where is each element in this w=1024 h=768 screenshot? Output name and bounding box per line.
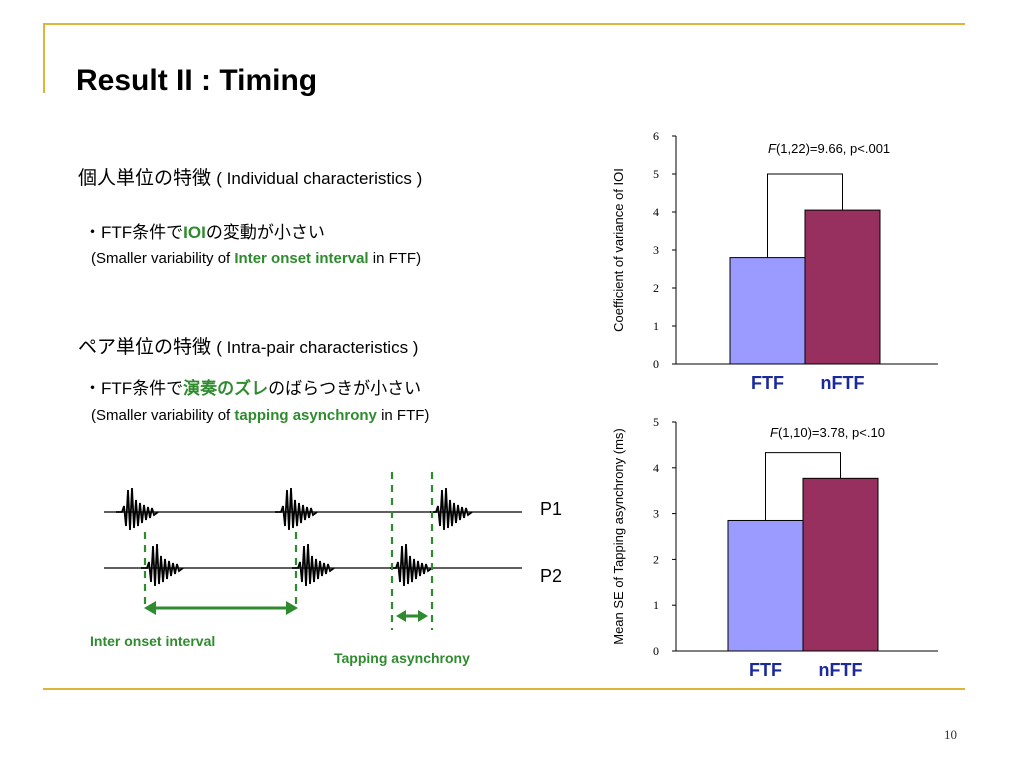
- p2-tap-1: [141, 543, 184, 587]
- section2-sub-suffix: in FTF): [376, 407, 430, 424]
- section2-bullet-suffix: のばらつきが小さい: [268, 379, 422, 398]
- page-number: 10: [944, 727, 957, 742]
- p2-tap-3: [390, 543, 433, 587]
- section2-heading-jp: ペア単位の特徴: [78, 337, 212, 358]
- y-tick-label: 4: [653, 205, 659, 219]
- section1-bullet-highlight: IOI: [183, 223, 206, 242]
- x-label-ftf: FTF: [749, 660, 782, 680]
- section1-heading-en: ( Individual characteristics ): [216, 169, 423, 188]
- chart2-significance-bracket: [765, 452, 841, 521]
- section1-bullet-suffix: の変動が小さい: [205, 223, 325, 242]
- y-tick-label: 2: [653, 552, 659, 566]
- p1-tap-3: [430, 487, 473, 531]
- p1-label: P1: [540, 499, 563, 519]
- bar-nftf: [804, 209, 881, 365]
- y-tick-label: 2: [653, 281, 659, 295]
- section1-bullet: ・FTF条件でIOIの変動が小さい: [84, 218, 325, 243]
- section2-heading-en: ( Intra-pair characteristics ): [216, 338, 419, 357]
- x-label-nftf: nFTF: [819, 660, 863, 680]
- section1-bullet-prefix: ・FTF条件で: [84, 223, 184, 242]
- significance-line: [765, 452, 841, 521]
- chart1-significance-bracket: [767, 173, 843, 258]
- slide-title: Result II : Timing: [76, 64, 318, 97]
- section2-sub-prefix: (Smaller variability of: [91, 407, 235, 424]
- p2-label: P2: [540, 566, 563, 586]
- chart-ioi-variance: 0 1 2 3 4 5 6 Coefficient of variance of IOI F…: [611, 129, 938, 393]
- section2-bullet-highlight: 演奏のズレ: [183, 379, 269, 398]
- chart2-ylabel: Mean SE of Tapping asynchrony (ms): [611, 428, 626, 645]
- chart1-x-labels: FTF nFTF: [751, 373, 864, 393]
- chart1-y-ticks: 0 1 2 3 4 5 6: [653, 129, 676, 371]
- section1-sub-suffix: in FTF): [368, 250, 422, 267]
- y-tick-label: 6: [653, 129, 659, 143]
- section2-bullet: ・FTF条件で演奏のズレのばらつきが小さい: [84, 374, 421, 399]
- section2-heading: ペア単位の特徴 ( Intra-pair characteristics ): [78, 332, 418, 359]
- chart-asynchrony-se: 0 1 2 3 4 5 Mean SE of Tapping asynchrony (ms…: [611, 415, 938, 680]
- frame-bottom-line: [43, 688, 965, 690]
- bar-ftf: [729, 257, 806, 365]
- chart1-bars: [729, 209, 881, 365]
- bar-nftf: [802, 477, 879, 652]
- x-label-nftf: nFTF: [821, 373, 865, 393]
- frame-left-line: [43, 23, 45, 93]
- y-tick-label: 0: [653, 357, 659, 371]
- frame-top-line: [43, 23, 965, 25]
- section1-sub-highlight: Inter onset interval: [234, 250, 369, 267]
- section2-subtext: (Smaller variability of tapping asynchro…: [91, 407, 429, 424]
- chart2-stat-annotation: F(1,10)=3.78, p<.10: [770, 425, 885, 440]
- section1-sub-prefix: (Smaller variability of: [91, 250, 235, 267]
- asynchrony-arrow: [396, 610, 428, 622]
- p1-tap-2: [275, 487, 318, 531]
- p1-tap-1: [116, 487, 159, 531]
- asynchrony-label: Tapping asynchrony: [334, 650, 470, 666]
- section1-subtext: (Smaller variability of Inter onset inte…: [91, 250, 421, 267]
- bar-ftf: [727, 519, 804, 652]
- chart2-x-labels: FTF nFTF: [749, 660, 862, 680]
- timing-diagram: [104, 472, 522, 630]
- ioi-arrow: [144, 601, 298, 615]
- p2-tap-2: [292, 543, 335, 587]
- y-tick-label: 3: [653, 243, 659, 257]
- y-tick-label: 1: [653, 598, 659, 612]
- y-tick-label: 5: [653, 167, 659, 181]
- section1-heading-jp: 個人単位の特徴: [78, 168, 212, 189]
- section2-sub-highlight: tapping asynchrony: [234, 407, 377, 424]
- y-tick-label: 3: [653, 507, 659, 521]
- section1-heading: 個人単位の特徴 ( Individual characteristics ): [78, 163, 422, 190]
- section2-bullet-prefix: ・FTF条件で: [84, 379, 184, 398]
- green-guide-lines: [143, 472, 434, 630]
- y-tick-label: 0: [653, 644, 659, 658]
- y-tick-label: 5: [653, 415, 659, 429]
- y-tick-label: 1: [653, 319, 659, 333]
- chart1-ylabel: Coefficient of variance of IOI: [611, 168, 626, 332]
- chart2-bars: [727, 477, 879, 652]
- significance-line: [767, 173, 843, 258]
- chart2-y-ticks: 0 1 2 3 4 5: [653, 415, 676, 658]
- y-tick-label: 4: [653, 461, 659, 475]
- tap-waveforms: [116, 487, 473, 587]
- ioi-label: Inter onset interval: [90, 633, 216, 649]
- x-label-ftf: FTF: [751, 373, 784, 393]
- chart1-stat-annotation: F(1,22)=9.66, p<.001: [768, 141, 890, 156]
